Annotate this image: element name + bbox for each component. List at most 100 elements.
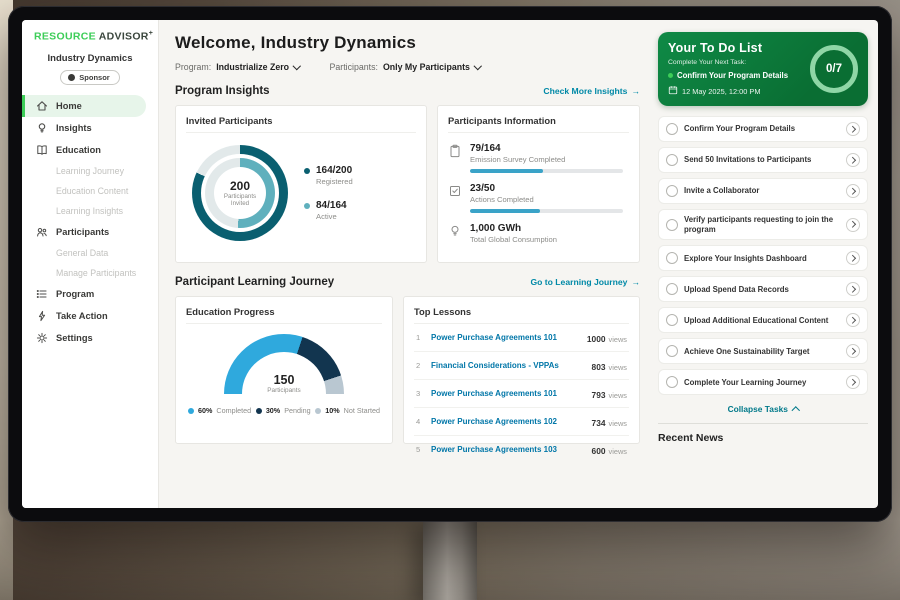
todo-hero-card: Your To Do List Complete Your Next Task:… <box>658 32 868 106</box>
sidebar-item-learning-journey[interactable]: Learning Journey <box>56 165 124 176</box>
arrow-right-icon: → <box>631 86 640 96</box>
sidebar-item-insights[interactable]: Insights <box>22 117 158 139</box>
todo-title: Your To Do List <box>668 41 763 55</box>
chevron-right-icon[interactable] <box>846 122 860 136</box>
learning-cards-row: Education Progress 150 Participants <box>175 296 640 456</box>
lightbulb-icon <box>36 122 48 134</box>
chevron-right-icon[interactable] <box>846 184 860 198</box>
chevron-right-icon[interactable] <box>846 375 860 390</box>
chevron-right-icon[interactable] <box>846 282 860 297</box>
sidebar-item-learning-insights[interactable]: Learning Insights <box>56 205 123 216</box>
task-checkbox[interactable] <box>666 283 678 296</box>
card-title: Invited Participants <box>186 115 416 133</box>
task-send-invitations[interactable]: Send 50 Invitations to Participants <box>658 147 868 173</box>
task-checkbox[interactable] <box>666 218 678 231</box>
task-upload-spend-data[interactable]: Upload Spend Data Records <box>658 276 868 303</box>
lesson-row: 5 Power Purchase Agreements 103 600 views <box>416 445 627 456</box>
org-name: Industry Dynamics <box>47 52 133 64</box>
task-verify-participants[interactable]: Verify participants requesting to join t… <box>658 209 868 241</box>
sidebar-item-education[interactable]: Education <box>22 139 158 161</box>
collapse-tasks-link[interactable]: Collapse Tasks <box>658 404 868 414</box>
lesson-row: 3 Power Purchase Agreements 101 793 views <box>414 380 629 408</box>
gauge-center-value: 150 <box>273 373 295 387</box>
todo-due-date: 12 May 2025, 12:00 PM <box>668 85 804 97</box>
sidebar-item-participants[interactable]: Participants <box>22 221 158 243</box>
chevron-right-icon[interactable] <box>846 344 860 359</box>
top-lessons-card: Top Lessons 1 Power Purchase Agreements … <box>403 296 640 456</box>
sidebar-item-education-content[interactable]: Education Content <box>56 185 129 196</box>
task-checkbox[interactable] <box>666 123 678 135</box>
lesson-link[interactable]: Power Purchase Agreements 101 <box>431 389 557 398</box>
lesson-link[interactable]: Power Purchase Agreements 102 <box>431 417 557 426</box>
lesson-row: 1 Power Purchase Agreements 101 1000 view… <box>414 324 629 352</box>
task-checkbox[interactable] <box>666 376 678 389</box>
lesson-link[interactable]: Financial Considerations - VPPAs <box>431 361 559 370</box>
book-icon <box>36 144 48 156</box>
chevron-right-icon[interactable] <box>846 251 860 266</box>
clipboard-icon <box>448 144 462 158</box>
logo-secondary: ADVISOR <box>98 30 149 43</box>
app-logo: RESOURCE ADVISOR+ <box>22 30 158 43</box>
chevron-right-icon[interactable] <box>846 217 860 232</box>
sidebar-item-general-data[interactable]: General Data <box>56 247 109 258</box>
task-checkbox[interactable] <box>666 154 678 166</box>
lightbulb-icon <box>448 224 462 238</box>
todo-next-task: Confirm Your Program Details <box>668 71 804 80</box>
sidebar-item-take-action[interactable]: Take Action <box>22 305 158 327</box>
home-icon <box>36 100 48 112</box>
users-icon <box>36 226 48 238</box>
task-checkbox[interactable] <box>666 185 678 197</box>
actions-completed-progress-bar <box>470 209 623 213</box>
legend-completed: 60% Completed <box>188 406 251 415</box>
todo-task-list: Confirm Your Program Details Send 50 Inv… <box>658 116 868 396</box>
sidebar: RESOURCE ADVISOR+ Industry Dynamics Spon… <box>22 20 159 508</box>
participants-filter-dropdown[interactable]: Participants: Only My Participants <box>330 62 482 72</box>
sidebar-item-program[interactable]: Program <box>22 283 158 305</box>
info-row-global-consumption: 1,000 GWh Total Global Consumption <box>448 223 629 244</box>
task-checkbox[interactable] <box>666 314 678 327</box>
gauge-legend: 60% Completed 30% Pending 10% Not Starte… <box>186 406 382 415</box>
green-dot-icon <box>668 73 673 78</box>
task-checkbox[interactable] <box>666 252 678 265</box>
lesson-link[interactable]: Power Purchase Agreements 103 <box>431 445 557 454</box>
invited-participants-card: Invited Participants 200 Participants In… <box>175 105 427 263</box>
task-upload-educational-content[interactable]: Upload Additional Educational Content <box>658 307 868 334</box>
task-checkbox[interactable] <box>666 345 678 358</box>
info-row-actions-completed: 23/50 Actions Completed <box>448 183 629 213</box>
legend-dot <box>315 407 322 414</box>
gear-icon <box>36 332 48 344</box>
filters-row: Program: Industrialize Zero Participants… <box>175 62 640 72</box>
emission-survey-progress-bar <box>470 169 623 173</box>
section-title-learning-journey: Participant Learning Journey <box>175 276 335 288</box>
lesson-link[interactable]: Power Purchase Agreements 101 <box>431 333 557 342</box>
todo-subtitle: Complete Your Next Task: <box>668 59 747 66</box>
legend-dot <box>255 407 262 414</box>
arrow-right-icon: → <box>631 277 640 287</box>
legend-dot <box>188 407 194 414</box>
task-confirm-program-details[interactable]: Confirm Your Program Details <box>658 116 868 142</box>
task-achieve-sustainability-target[interactable]: Achieve One Sustainability Target <box>658 338 868 365</box>
check-more-insights-link[interactable]: Check More Insights → <box>543 86 640 96</box>
go-to-learning-journey-link[interactable]: Go to Learning Journey → <box>530 277 640 287</box>
logo-plus: + <box>148 30 154 37</box>
chevron-right-icon[interactable] <box>846 313 860 328</box>
info-row-emission-survey: 79/164 Emission Survey Completed <box>448 143 629 173</box>
chevron-up-icon <box>791 406 800 415</box>
dashboard-screen: RESOURCE ADVISOR+ Industry Dynamics Spon… <box>22 20 878 508</box>
monitor-bezel: RESOURCE ADVISOR+ Industry Dynamics Spon… <box>8 6 892 522</box>
todo-panel: Your To Do List Complete Your Next Task:… <box>652 20 878 508</box>
sidebar-item-manage-participants[interactable]: Manage Participants <box>56 267 137 278</box>
sidebar-item-home[interactable]: Home <box>22 94 146 117</box>
sidebar-item-settings[interactable]: Settings <box>22 327 158 349</box>
lightning-icon <box>36 310 48 322</box>
chevron-down-icon <box>292 62 301 70</box>
program-filter-dropdown[interactable]: Program: Industrialize Zero <box>175 62 301 72</box>
task-invite-collaborator[interactable]: Invite a Collaborator <box>658 178 868 204</box>
chevron-right-icon[interactable] <box>846 153 860 167</box>
recent-news-heading: Recent News <box>658 423 868 444</box>
invited-participants-donut-chart: 200 Participants Invited <box>192 145 288 241</box>
program-insights-header: Program Insights Check More Insights → <box>175 85 640 97</box>
task-explore-insights[interactable]: Explore Your Insights Dashboard <box>658 245 868 272</box>
task-complete-learning-journey[interactable]: Complete Your Learning Journey <box>658 369 868 396</box>
participants-information-card: Participants Information 79/164 Emission… <box>437 105 640 263</box>
